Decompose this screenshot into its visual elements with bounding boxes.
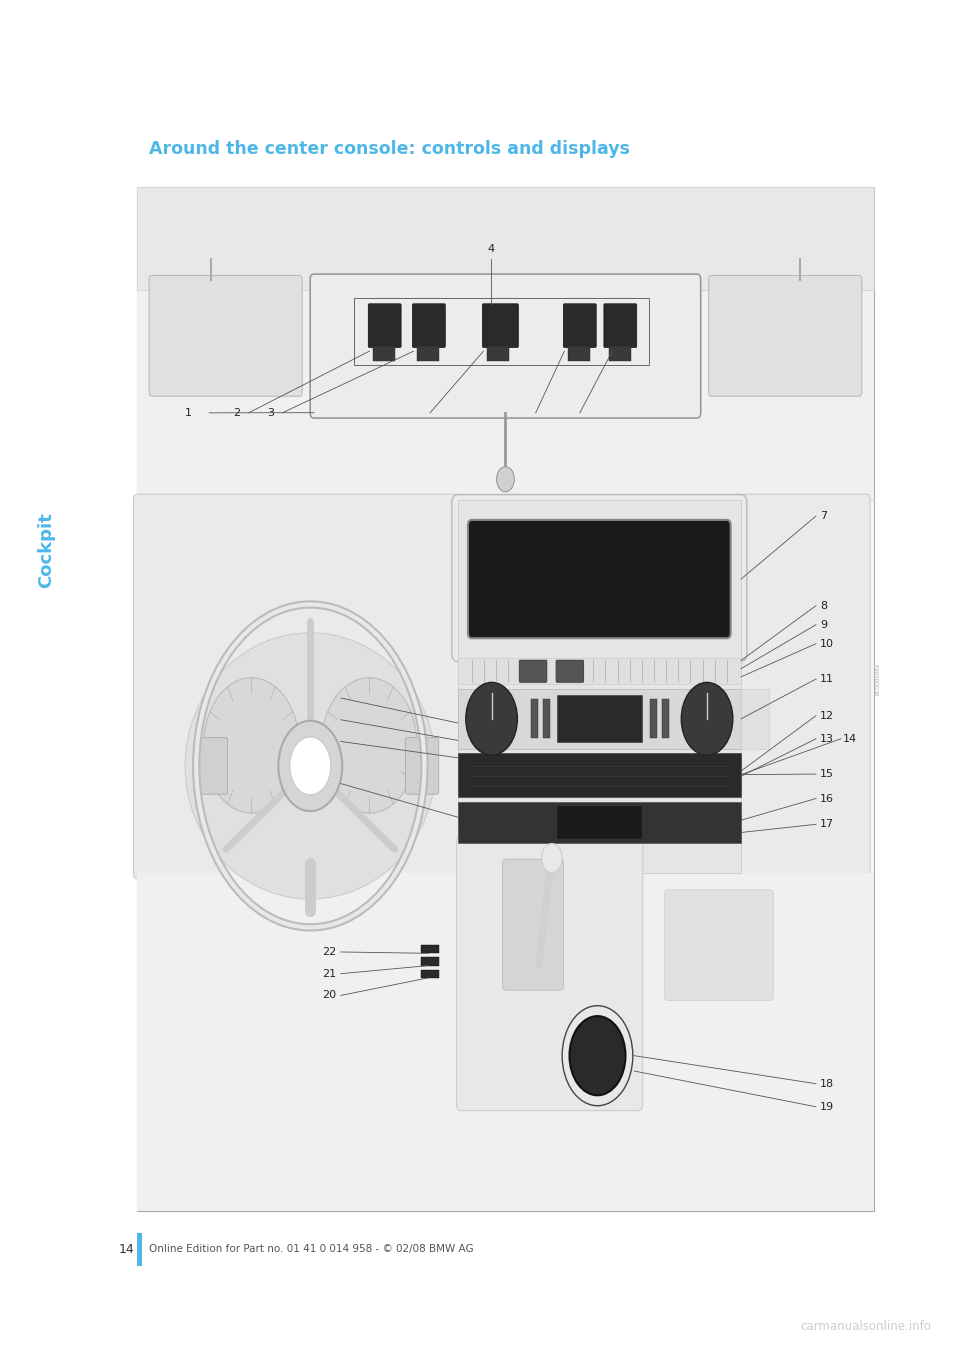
Text: 19: 19 bbox=[820, 1101, 834, 1112]
Text: 10: 10 bbox=[820, 638, 834, 649]
Circle shape bbox=[682, 682, 732, 755]
Bar bbox=[458, 689, 741, 748]
Text: RC0D0x06a: RC0D0x06a bbox=[876, 663, 880, 695]
Text: 3: 3 bbox=[522, 407, 530, 418]
Bar bbox=[420, 945, 439, 953]
Circle shape bbox=[569, 1016, 626, 1096]
FancyBboxPatch shape bbox=[556, 660, 584, 682]
Text: 1: 1 bbox=[184, 407, 192, 418]
Bar bbox=[137, 187, 874, 289]
Bar bbox=[458, 500, 741, 873]
FancyBboxPatch shape bbox=[133, 494, 870, 879]
Bar bbox=[458, 801, 741, 843]
FancyBboxPatch shape bbox=[149, 276, 302, 397]
Bar bbox=[420, 970, 439, 978]
FancyBboxPatch shape bbox=[503, 860, 564, 990]
Text: 2: 2 bbox=[233, 407, 241, 418]
Bar bbox=[531, 699, 539, 739]
FancyBboxPatch shape bbox=[468, 520, 731, 638]
Text: 22: 22 bbox=[322, 947, 336, 957]
Text: Cockpit: Cockpit bbox=[37, 512, 55, 588]
Bar bbox=[372, 346, 395, 361]
Bar bbox=[137, 187, 874, 500]
Text: 5: 5 bbox=[419, 407, 426, 418]
Bar bbox=[557, 695, 642, 743]
Text: 26: 26 bbox=[322, 693, 336, 703]
Bar bbox=[741, 689, 769, 748]
Text: 24: 24 bbox=[322, 736, 336, 747]
Text: 25: 25 bbox=[322, 714, 336, 725]
Bar bbox=[661, 699, 669, 739]
Bar bbox=[568, 346, 590, 361]
Text: 20: 20 bbox=[322, 990, 336, 1001]
Text: 15: 15 bbox=[820, 769, 834, 779]
FancyBboxPatch shape bbox=[604, 304, 636, 348]
Bar bbox=[487, 346, 509, 361]
Circle shape bbox=[322, 678, 417, 813]
Bar bbox=[542, 699, 550, 739]
Circle shape bbox=[466, 682, 517, 755]
Text: 3: 3 bbox=[267, 407, 275, 418]
Text: Around the center console: controls and displays: Around the center console: controls and … bbox=[149, 140, 630, 159]
FancyBboxPatch shape bbox=[708, 276, 862, 397]
Bar bbox=[458, 659, 741, 684]
Text: 21: 21 bbox=[322, 968, 336, 979]
Text: 7: 7 bbox=[820, 511, 827, 521]
Text: 18: 18 bbox=[820, 1078, 834, 1089]
Text: 14: 14 bbox=[843, 733, 857, 744]
Ellipse shape bbox=[185, 633, 436, 899]
Text: 6: 6 bbox=[568, 407, 576, 418]
FancyBboxPatch shape bbox=[664, 889, 774, 1001]
Bar bbox=[137, 873, 874, 1211]
FancyBboxPatch shape bbox=[456, 837, 643, 1111]
FancyBboxPatch shape bbox=[519, 660, 547, 682]
Bar bbox=[458, 752, 741, 797]
FancyBboxPatch shape bbox=[369, 304, 401, 348]
FancyBboxPatch shape bbox=[482, 304, 518, 348]
FancyBboxPatch shape bbox=[564, 304, 596, 348]
Text: 11: 11 bbox=[820, 674, 834, 684]
Circle shape bbox=[278, 721, 343, 811]
Circle shape bbox=[204, 678, 300, 813]
Text: Online Edition for Part no. 01 41 0 014 958 - © 02/08 BMW AG: Online Edition for Part no. 01 41 0 014 … bbox=[149, 1244, 473, 1255]
Text: 4: 4 bbox=[487, 244, 494, 254]
Text: 16: 16 bbox=[820, 793, 834, 804]
FancyBboxPatch shape bbox=[194, 737, 228, 794]
Circle shape bbox=[290, 737, 331, 794]
Circle shape bbox=[541, 843, 563, 873]
Text: 8: 8 bbox=[820, 600, 827, 611]
Bar bbox=[137, 1233, 142, 1266]
FancyBboxPatch shape bbox=[310, 274, 701, 418]
Text: carmanualsonline.info: carmanualsonline.info bbox=[801, 1320, 931, 1334]
Bar bbox=[650, 699, 658, 739]
FancyBboxPatch shape bbox=[413, 304, 445, 348]
Text: 9: 9 bbox=[820, 619, 827, 630]
Text: 14: 14 bbox=[119, 1243, 134, 1256]
Bar bbox=[354, 297, 649, 364]
Bar bbox=[557, 805, 642, 839]
Text: 13: 13 bbox=[820, 733, 834, 744]
Text: 23: 23 bbox=[322, 778, 336, 789]
Text: 17: 17 bbox=[820, 819, 834, 830]
Circle shape bbox=[496, 467, 515, 492]
FancyBboxPatch shape bbox=[405, 737, 439, 794]
Bar bbox=[609, 346, 631, 361]
Bar bbox=[420, 957, 439, 966]
Bar bbox=[417, 346, 439, 361]
Bar bbox=[137, 500, 874, 1211]
Text: 12: 12 bbox=[820, 710, 834, 721]
Bar bbox=[137, 187, 874, 1211]
